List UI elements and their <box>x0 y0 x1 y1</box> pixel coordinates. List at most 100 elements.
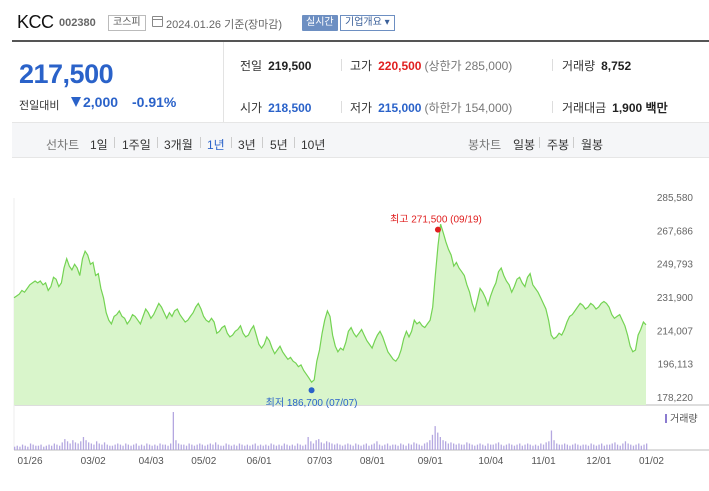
volume-bar <box>453 443 455 450</box>
company-overview-label: 기업개요 <box>345 17 382 28</box>
volume-bar <box>392 444 394 450</box>
stock-name: KCC <box>17 12 54 32</box>
volume-bar <box>32 444 34 450</box>
price-area <box>14 224 646 405</box>
volume-bar <box>273 444 275 450</box>
volume-bar <box>196 444 198 450</box>
volume-bar <box>344 444 346 450</box>
change-amount: 2,000 <box>83 94 119 110</box>
volume-bar <box>323 443 325 450</box>
volume-bar <box>326 441 328 450</box>
candle-daily[interactable]: 일봉 <box>513 138 536 152</box>
stat-high: 고가 220,500 (상한가 285,000) <box>350 57 512 74</box>
candle-monthly[interactable]: 월봉 <box>581 138 604 152</box>
x-tick-label: 03/02 <box>81 456 106 467</box>
stat-value: 215,000 <box>378 101 422 115</box>
volume-bar <box>553 440 555 450</box>
volume-bar <box>175 440 177 450</box>
volume-bar <box>96 441 98 450</box>
volume-bar <box>384 444 386 450</box>
volume-bar <box>595 445 598 450</box>
candle-weekly[interactable]: 주봉 <box>547 138 570 152</box>
volume-bar <box>188 443 190 450</box>
market-badge: 코스피 <box>108 15 146 31</box>
candle-chart-label: 봉차트 <box>468 138 502 152</box>
chevron-down-icon: ▾ <box>384 17 390 28</box>
volume-bar <box>527 443 529 450</box>
volume-bar <box>630 444 632 450</box>
volume-bar <box>587 445 590 450</box>
volume-bar <box>561 444 563 450</box>
volume-bar <box>413 442 415 450</box>
volume-bar <box>606 444 608 450</box>
range-10y[interactable]: 10년 <box>301 138 326 152</box>
volume-bar <box>111 445 114 450</box>
range-1d[interactable]: 1일 <box>90 138 108 152</box>
volume-bar <box>304 444 307 450</box>
stat-volume: 거래량 8,752 <box>562 57 631 74</box>
price-line <box>13 224 647 384</box>
high-marker <box>434 226 441 233</box>
volume-bar <box>53 443 55 450</box>
realtime-button[interactable]: 실시간 <box>302 15 338 31</box>
volume-bar <box>394 444 397 450</box>
down-arrow-icon <box>71 97 81 107</box>
divider <box>294 137 295 148</box>
volume-bar <box>434 426 436 450</box>
range-1w[interactable]: 1주일 <box>122 138 151 152</box>
x-tick-label: 01/02 <box>639 456 664 467</box>
volume-bar <box>355 443 357 450</box>
volume-bar <box>299 444 301 450</box>
volume-bar <box>516 444 518 450</box>
y-tick-label: 214,007 <box>657 326 694 337</box>
range-5y[interactable]: 5년 <box>270 138 288 152</box>
price-chart[interactable]: 285,580 267,686 249,793 231,900 214,007 196,1… <box>0 158 709 491</box>
divider <box>573 137 574 148</box>
volume-bar <box>77 443 79 450</box>
volume-bar <box>148 444 151 450</box>
y-tick-label: 249,793 <box>657 260 694 271</box>
volume-bar <box>460 444 463 450</box>
volume-bar <box>74 442 77 450</box>
volume-bar <box>207 444 209 450</box>
volume-bar <box>352 445 354 450</box>
volume-bar <box>64 439 66 450</box>
volume-bar <box>183 444 185 450</box>
volume-bar <box>244 445 246 450</box>
volume-bar <box>289 445 291 450</box>
volume-bar <box>408 443 410 450</box>
volume-bar <box>61 442 63 450</box>
volume-bar <box>529 444 531 450</box>
volume-bar <box>156 445 159 450</box>
volume-bar <box>270 443 272 450</box>
divider <box>341 101 342 113</box>
volume-bar <box>405 445 407 450</box>
volume-bar <box>37 445 40 450</box>
volume-bar <box>603 445 605 450</box>
volume-bar <box>180 444 182 450</box>
volume-bar <box>85 440 87 450</box>
volume-bars: 거래량 <box>14 412 698 450</box>
volume-bar <box>378 444 381 450</box>
volume-bar <box>109 445 111 450</box>
volume-bar <box>400 443 402 450</box>
volume-bar <box>550 430 553 450</box>
range-3m[interactable]: 3개월 <box>164 138 193 152</box>
price-stats: 전일 219,500 고가 220,500 (상한가 285,000) 거래량 8,75… <box>225 42 709 122</box>
volume-bar <box>463 444 465 450</box>
volume-bar <box>558 444 560 450</box>
company-overview-button[interactable]: 기업개요 ▾ <box>340 15 395 31</box>
range-3y[interactable]: 3년 <box>238 138 256 152</box>
volume-bar <box>278 444 280 450</box>
volume-bar <box>619 445 621 450</box>
range-1y[interactable]: 1년 <box>207 138 225 152</box>
stat-label: 거래대금 <box>562 101 607 115</box>
volume-bar <box>423 443 426 450</box>
volume-bar <box>217 444 219 450</box>
volume-bar <box>117 443 119 450</box>
volume-bar <box>548 441 550 450</box>
volume-bar <box>426 442 428 450</box>
volume-bar <box>35 445 37 450</box>
volume-bar <box>421 445 423 450</box>
stat-value: 1,900 백만 <box>612 101 668 115</box>
